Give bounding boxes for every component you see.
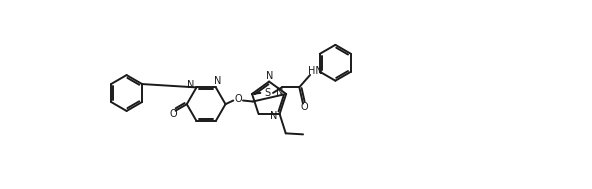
Text: N: N <box>266 71 274 81</box>
Text: S: S <box>265 88 271 98</box>
Text: HN: HN <box>308 66 322 76</box>
Text: O: O <box>300 102 308 112</box>
Text: N: N <box>269 111 277 121</box>
Text: N: N <box>187 81 194 91</box>
Text: O: O <box>170 109 178 119</box>
Text: N: N <box>214 76 221 86</box>
Text: N: N <box>276 87 284 97</box>
Text: O: O <box>234 94 242 104</box>
